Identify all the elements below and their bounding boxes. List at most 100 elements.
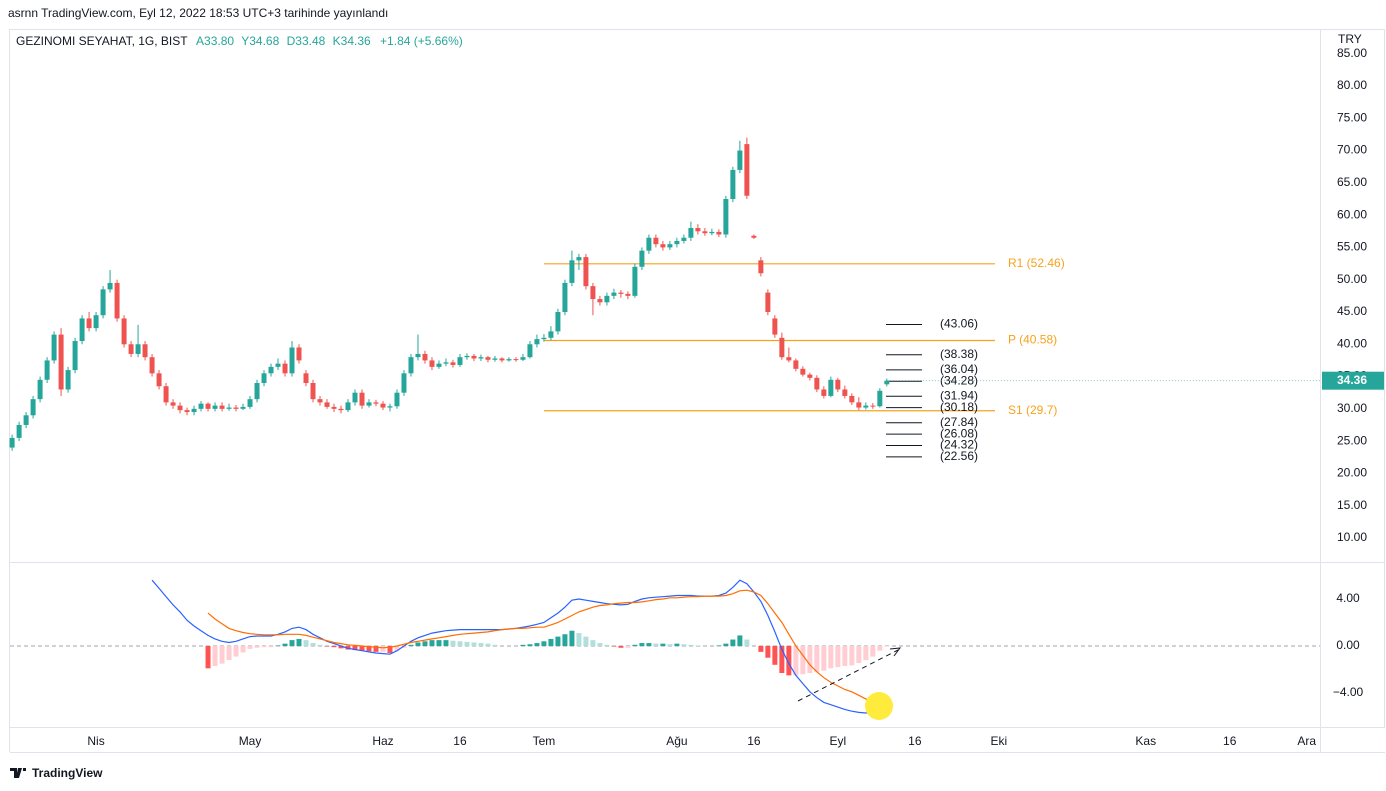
- chart-border: [9, 29, 1385, 728]
- histogram-bar: [541, 641, 547, 646]
- histogram-bar: [324, 645, 330, 647]
- histogram-bar: [744, 639, 750, 646]
- candle-body: [142, 344, 148, 358]
- histogram-bar: [226, 645, 232, 661]
- signal-line: [207, 589, 887, 706]
- histogram-bar: [492, 644, 498, 646]
- histogram-bar: [352, 645, 358, 651]
- histogram-bar: [261, 645, 267, 648]
- logo-mark: [10, 768, 26, 778]
- histogram-bar: [338, 645, 344, 649]
- histogram-bar: [429, 640, 435, 646]
- candle-body: [380, 403, 386, 408]
- highlight-circle: [865, 692, 893, 720]
- x-tick-label: Tem: [533, 734, 556, 748]
- histogram-bar: [527, 644, 533, 646]
- candle-body: [849, 395, 855, 403]
- x-tick-label: Eyl: [830, 734, 847, 748]
- candle-body: [429, 360, 435, 367]
- publish-header: asrnn TradingView.com, Eyl 12, 2022 18:5…: [8, 6, 388, 20]
- candle-body: [436, 363, 442, 367]
- candle-body: [681, 237, 687, 241]
- histogram-bar: [268, 645, 274, 648]
- candle-body: [415, 353, 421, 358]
- candle-body: [317, 399, 323, 403]
- histogram-bar: [219, 645, 225, 664]
- candle-body: [590, 286, 596, 300]
- candle-body: [16, 424, 22, 438]
- candle-body: [611, 292, 617, 296]
- candle-body: [674, 240, 680, 245]
- candle-body: [352, 392, 358, 403]
- y-tick-label: 4.00: [1336, 591, 1360, 605]
- candle-body: [289, 347, 295, 374]
- y-tick-label: 65.00: [1337, 175, 1367, 189]
- histogram-bar: [275, 645, 281, 646]
- histogram-bar: [772, 645, 778, 665]
- histogram-bar: [303, 640, 309, 646]
- histogram-bar: [877, 645, 883, 651]
- histogram-bar: [254, 645, 260, 648]
- candle-body: [499, 358, 505, 361]
- x-tick-label: Eki: [990, 734, 1007, 748]
- candle-body: [562, 282, 568, 312]
- histogram-bar: [247, 645, 253, 649]
- candle-body: [37, 379, 43, 400]
- histogram-bar: [884, 645, 890, 647]
- histogram-bar: [590, 640, 596, 646]
- candle-body: [758, 260, 764, 274]
- candle-body: [205, 403, 211, 409]
- candle-body: [695, 228, 701, 232]
- candle-body: [128, 344, 134, 354]
- candle-body: [793, 360, 799, 369]
- y-tick-label: 50.00: [1337, 272, 1367, 286]
- candle-body: [121, 318, 127, 345]
- y-tick-label: 80.00: [1337, 78, 1367, 92]
- candle-body: [219, 405, 225, 409]
- histogram-bar: [758, 645, 764, 652]
- candle-body: [814, 377, 820, 390]
- candle-body: [79, 318, 85, 342]
- x-tick-label: Nis: [87, 734, 104, 748]
- histogram-bar: [394, 645, 400, 651]
- histogram-bar: [695, 645, 701, 646]
- x-tick-label: Kas: [1135, 734, 1156, 748]
- candle-body: [569, 260, 575, 283]
- x-tick-label: 16: [747, 734, 761, 748]
- candle-body: [737, 150, 743, 170]
- y-tick-label: 20.00: [1337, 466, 1367, 480]
- candle-body: [296, 347, 302, 361]
- pivot-label: R1 (52.46): [1008, 256, 1065, 270]
- histogram-bar: [569, 630, 575, 646]
- histogram-bar: [366, 645, 372, 652]
- histogram-bar: [310, 643, 316, 646]
- y-tick-label: 45.00: [1337, 304, 1367, 318]
- candle-body: [730, 169, 736, 199]
- candle-body: [506, 359, 512, 361]
- level-label: (22.56): [940, 449, 978, 463]
- candle-body: [492, 358, 498, 360]
- candle-body: [247, 399, 253, 407]
- pivot-label: P (40.58): [1008, 333, 1057, 347]
- histogram-bar: [520, 644, 526, 646]
- level-label: (26.08): [940, 426, 978, 440]
- candle-body: [254, 383, 260, 400]
- candle-body: [86, 318, 92, 329]
- level-label: (31.94): [940, 388, 978, 402]
- candle-body: [779, 337, 785, 358]
- candle-body: [457, 357, 463, 365]
- y-tick-label: 60.00: [1337, 207, 1367, 221]
- histogram-bar: [450, 640, 456, 646]
- candle-body: [275, 363, 281, 367]
- x-tick-label: 16: [453, 734, 467, 748]
- candle-body: [408, 357, 414, 374]
- candle-body: [478, 357, 484, 359]
- histogram-bar: [401, 645, 407, 648]
- pivot-label: S1 (29.7): [1008, 403, 1057, 417]
- candle-body: [800, 368, 806, 375]
- histogram-bar: [807, 645, 813, 674]
- level-label: (43.06): [940, 317, 978, 331]
- candle-body: [856, 402, 862, 408]
- candle-body: [212, 405, 218, 409]
